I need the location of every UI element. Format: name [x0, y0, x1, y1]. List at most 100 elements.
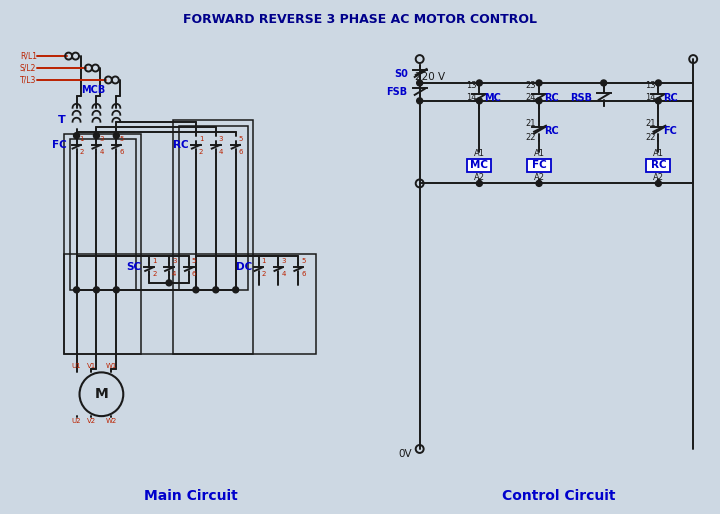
Text: W1: W1 [106, 363, 117, 370]
Text: 14: 14 [466, 94, 477, 102]
Text: FC: FC [53, 140, 67, 150]
Text: 13: 13 [645, 81, 655, 90]
Text: 4: 4 [219, 149, 223, 155]
Text: 0V: 0V [398, 449, 412, 459]
Text: RSB: RSB [570, 93, 592, 103]
Text: A1: A1 [653, 149, 664, 158]
Circle shape [73, 287, 79, 293]
Bar [173, 120, 253, 355]
Text: 2: 2 [152, 271, 156, 277]
Text: 1: 1 [199, 136, 203, 142]
Text: S0: S0 [394, 69, 408, 79]
Text: R/L1: R/L1 [20, 51, 37, 61]
Circle shape [113, 133, 120, 139]
Circle shape [193, 287, 199, 293]
Text: MCB: MCB [81, 85, 106, 95]
Text: 13: 13 [466, 81, 477, 90]
Circle shape [536, 180, 542, 187]
Text: 22: 22 [526, 133, 536, 142]
Text: 1: 1 [152, 258, 157, 264]
Text: 22: 22 [645, 133, 655, 142]
Circle shape [536, 80, 542, 86]
Circle shape [417, 80, 423, 86]
Text: SC: SC [127, 262, 142, 272]
Text: 4: 4 [172, 271, 176, 277]
Bar [70, 139, 136, 290]
Text: U1: U1 [72, 363, 81, 370]
Bar [63, 254, 316, 355]
Text: 4: 4 [99, 149, 104, 155]
Text: FC: FC [663, 126, 678, 136]
Text: T/L3: T/L3 [20, 76, 36, 84]
Bar [179, 126, 248, 290]
Text: A1: A1 [474, 149, 485, 158]
Text: MC: MC [470, 160, 488, 171]
Text: 220 V: 220 V [415, 72, 445, 82]
Text: 6: 6 [238, 149, 243, 155]
Text: 6: 6 [192, 271, 197, 277]
Text: 1: 1 [79, 136, 84, 142]
Text: 6: 6 [301, 271, 306, 277]
Circle shape [477, 80, 482, 86]
Text: 3: 3 [282, 258, 286, 264]
Text: Control Circuit: Control Circuit [502, 489, 616, 503]
Text: M: M [94, 387, 108, 401]
Text: T: T [58, 115, 66, 125]
Bar [527, 158, 551, 173]
Text: 5: 5 [192, 258, 197, 264]
Text: RC: RC [651, 160, 666, 171]
Circle shape [113, 287, 120, 293]
Text: V1: V1 [87, 363, 96, 370]
Bar [467, 158, 491, 173]
Circle shape [94, 133, 99, 139]
Text: 3: 3 [219, 136, 223, 142]
Circle shape [655, 98, 662, 104]
Circle shape [94, 287, 99, 293]
Circle shape [655, 80, 662, 86]
Text: 21: 21 [526, 119, 536, 128]
Text: 21: 21 [645, 119, 655, 128]
Text: 2: 2 [79, 149, 84, 155]
Text: 2: 2 [199, 149, 203, 155]
Text: 5: 5 [238, 136, 243, 142]
Text: S/L2: S/L2 [20, 64, 36, 72]
Text: 1: 1 [261, 258, 266, 264]
Text: V2: V2 [87, 418, 96, 424]
Text: 5: 5 [120, 136, 124, 142]
Text: FORWARD REVERSE 3 PHASE AC MOTOR CONTROL: FORWARD REVERSE 3 PHASE AC MOTOR CONTROL [183, 13, 537, 26]
Text: Main Circuit: Main Circuit [144, 489, 238, 503]
Circle shape [166, 280, 172, 286]
Text: A2: A2 [653, 173, 664, 182]
Text: RC: RC [544, 126, 559, 136]
Text: DC: DC [235, 262, 252, 272]
Text: MC: MC [485, 93, 501, 103]
Text: 24: 24 [526, 94, 536, 102]
Text: A2: A2 [534, 173, 544, 182]
Text: RC: RC [174, 140, 189, 150]
Text: RC: RC [544, 93, 559, 103]
Circle shape [233, 287, 238, 293]
Circle shape [477, 180, 482, 187]
Text: 3: 3 [99, 136, 104, 142]
Text: 4: 4 [282, 271, 286, 277]
Text: A2: A2 [474, 173, 485, 182]
Text: 14: 14 [645, 94, 655, 102]
Circle shape [655, 180, 662, 187]
Text: W2: W2 [106, 418, 117, 424]
Text: 2: 2 [261, 271, 266, 277]
Circle shape [417, 98, 423, 104]
Text: FSB: FSB [387, 87, 408, 97]
Text: FC: FC [531, 160, 546, 171]
Circle shape [213, 287, 219, 293]
Text: 23: 23 [526, 81, 536, 90]
Text: 3: 3 [172, 258, 176, 264]
Circle shape [536, 98, 542, 104]
Text: RC: RC [663, 93, 678, 103]
Bar [63, 134, 141, 355]
Text: 6: 6 [120, 149, 124, 155]
Bar [647, 158, 670, 173]
Circle shape [73, 133, 79, 139]
Circle shape [477, 98, 482, 104]
Text: 5: 5 [301, 258, 306, 264]
Text: U2: U2 [72, 418, 81, 424]
